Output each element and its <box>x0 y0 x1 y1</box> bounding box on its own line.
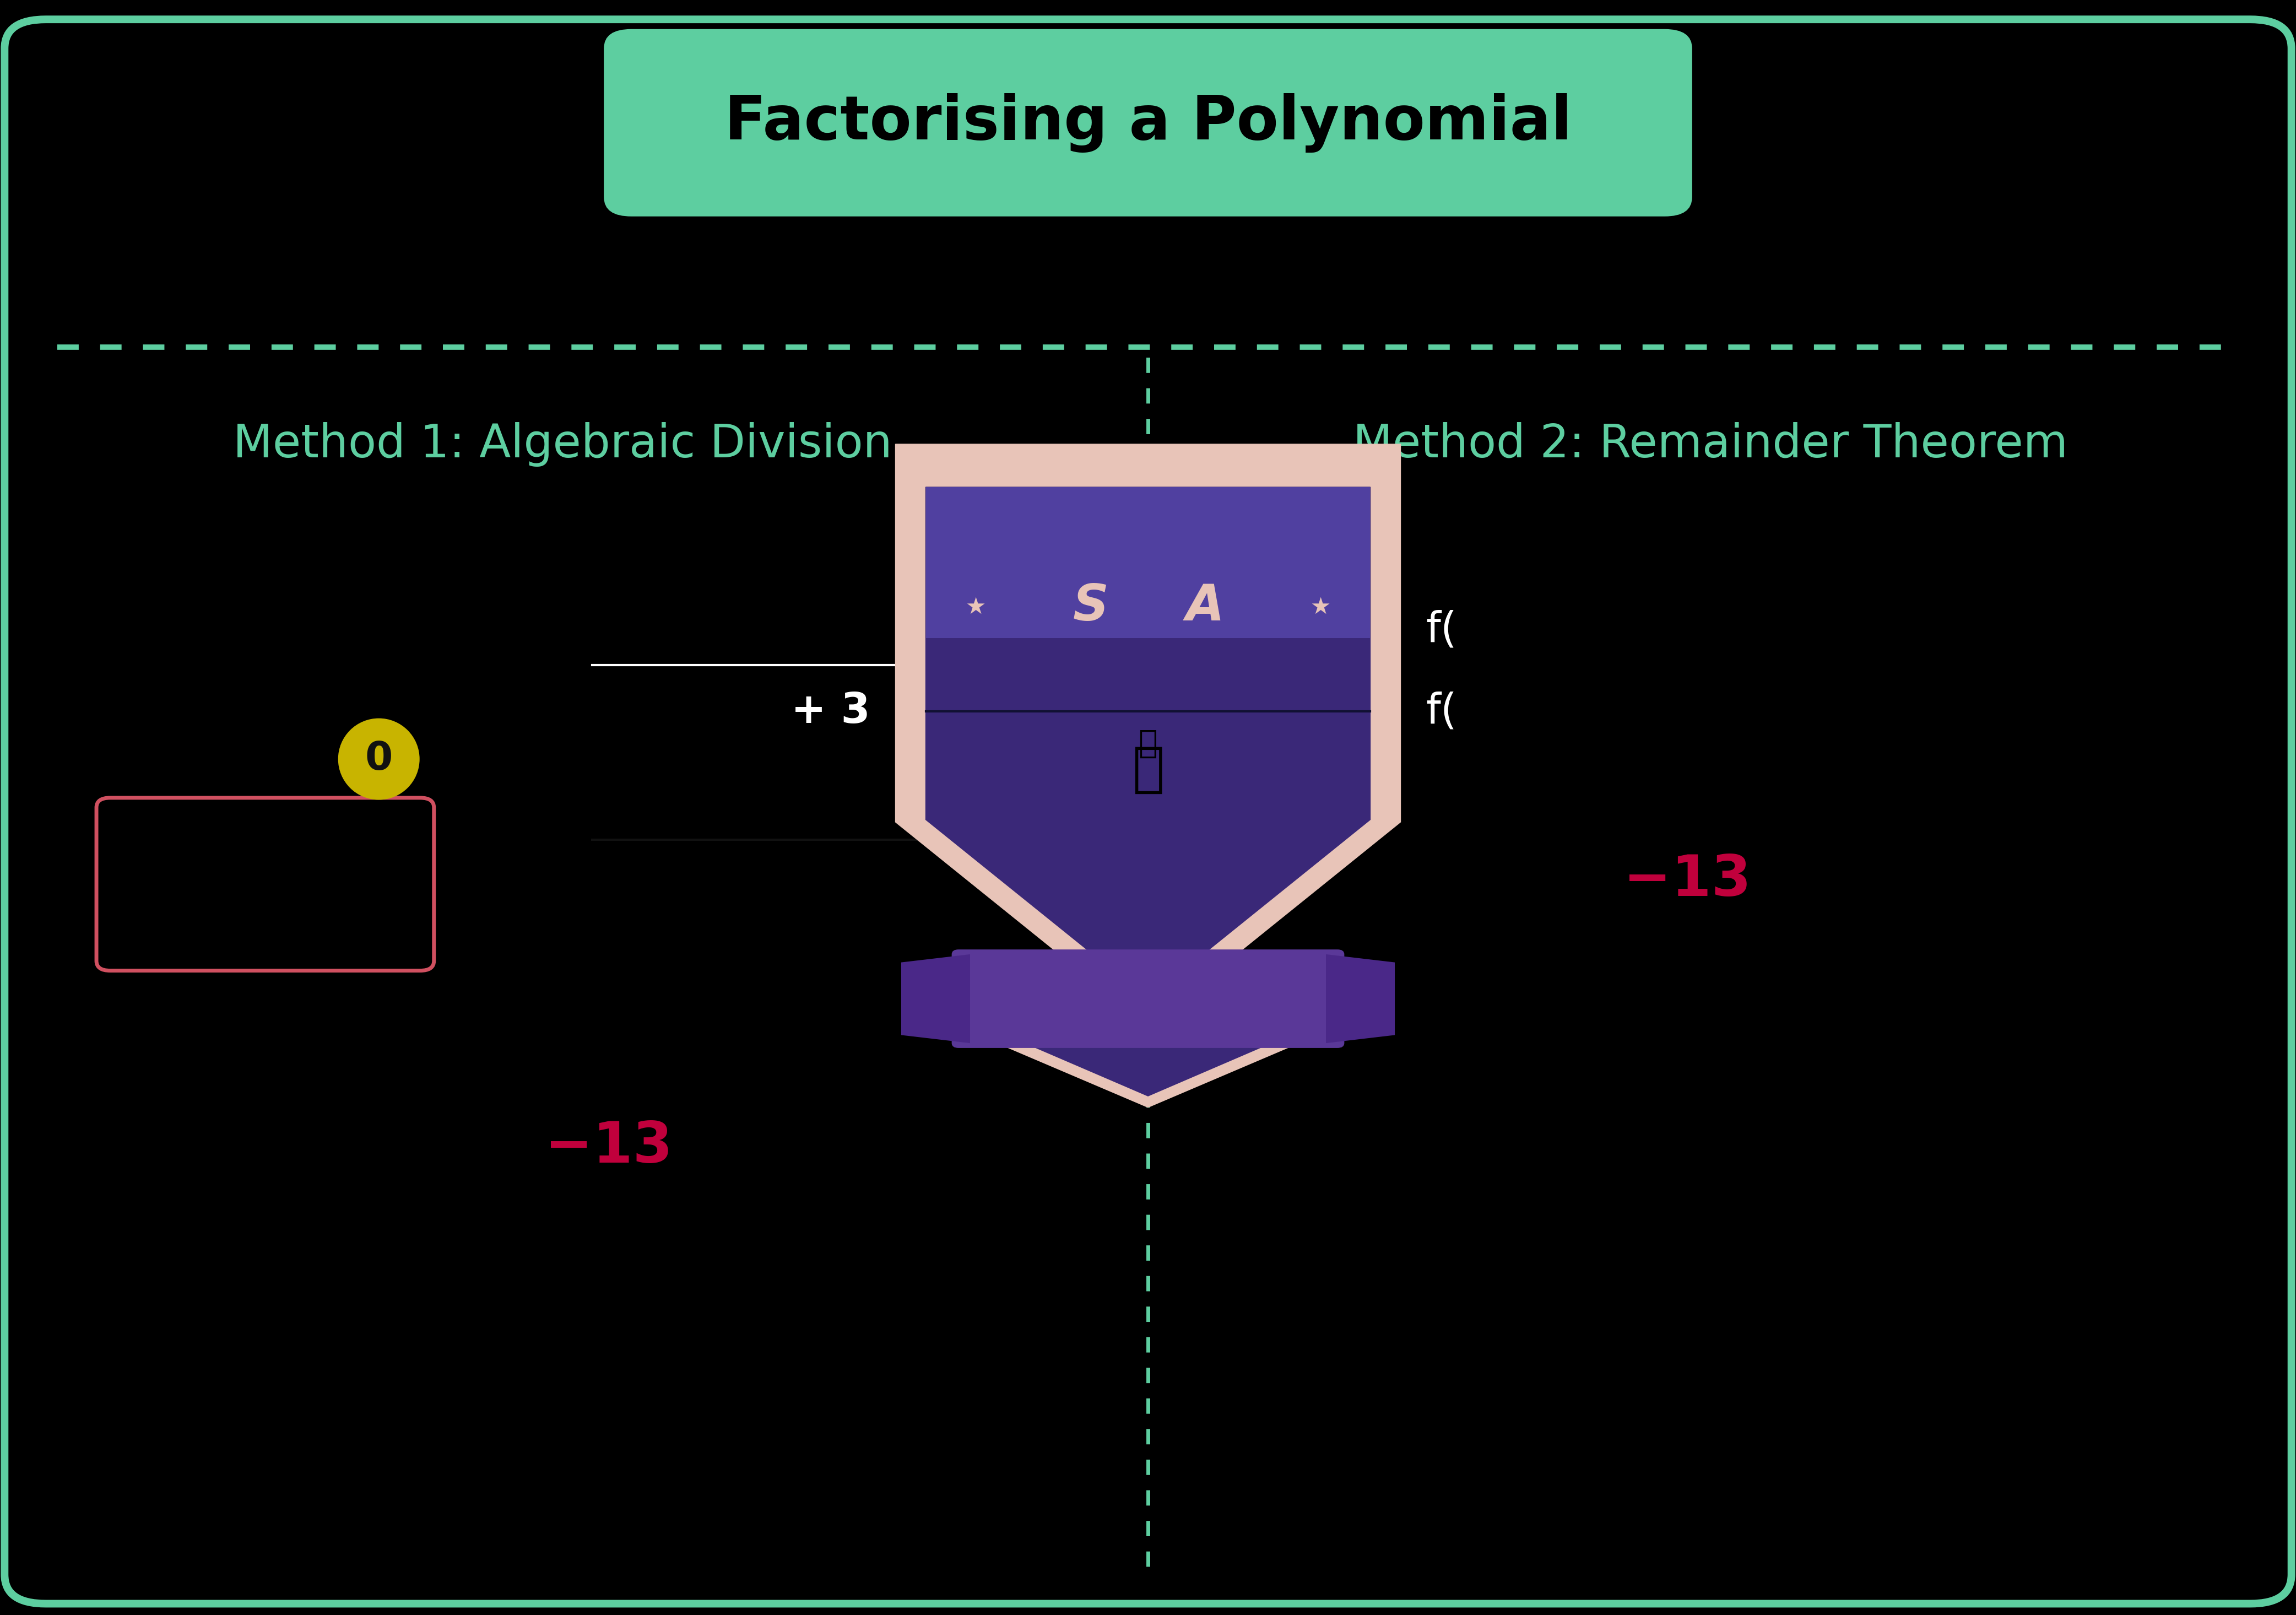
Text: ★: ★ <box>1311 596 1329 619</box>
Text: 0: 0 <box>365 740 393 778</box>
Ellipse shape <box>338 719 420 799</box>
Polygon shape <box>900 954 969 1043</box>
Text: Factorising a Polynomial: Factorising a Polynomial <box>723 94 1573 152</box>
FancyBboxPatch shape <box>604 29 1692 216</box>
FancyBboxPatch shape <box>96 798 434 971</box>
Text: S: S <box>1072 583 1109 631</box>
Polygon shape <box>996 1043 1300 1108</box>
Text: ★: ★ <box>967 596 985 619</box>
Text: f(: f( <box>1426 610 1458 651</box>
Polygon shape <box>925 488 1371 638</box>
Text: Method 2: Remainder Theorem: Method 2: Remainder Theorem <box>1352 422 2069 467</box>
Text: 👥: 👥 <box>1139 728 1157 759</box>
Text: 📖: 📖 <box>1132 745 1164 795</box>
Text: + 3: + 3 <box>792 691 870 732</box>
Text: f(: f( <box>1426 691 1458 732</box>
Polygon shape <box>1327 954 1394 1043</box>
Polygon shape <box>925 488 1371 998</box>
Text: −13: −13 <box>1623 853 1752 908</box>
Polygon shape <box>895 444 1401 1026</box>
Text: A: A <box>1187 583 1224 631</box>
FancyBboxPatch shape <box>5 19 2291 1604</box>
Text: Method 1: Algebraic Division: Method 1: Algebraic Division <box>232 422 893 467</box>
FancyBboxPatch shape <box>951 950 1345 1048</box>
Text: −13: −13 <box>544 1119 673 1174</box>
Polygon shape <box>1017 1040 1279 1097</box>
